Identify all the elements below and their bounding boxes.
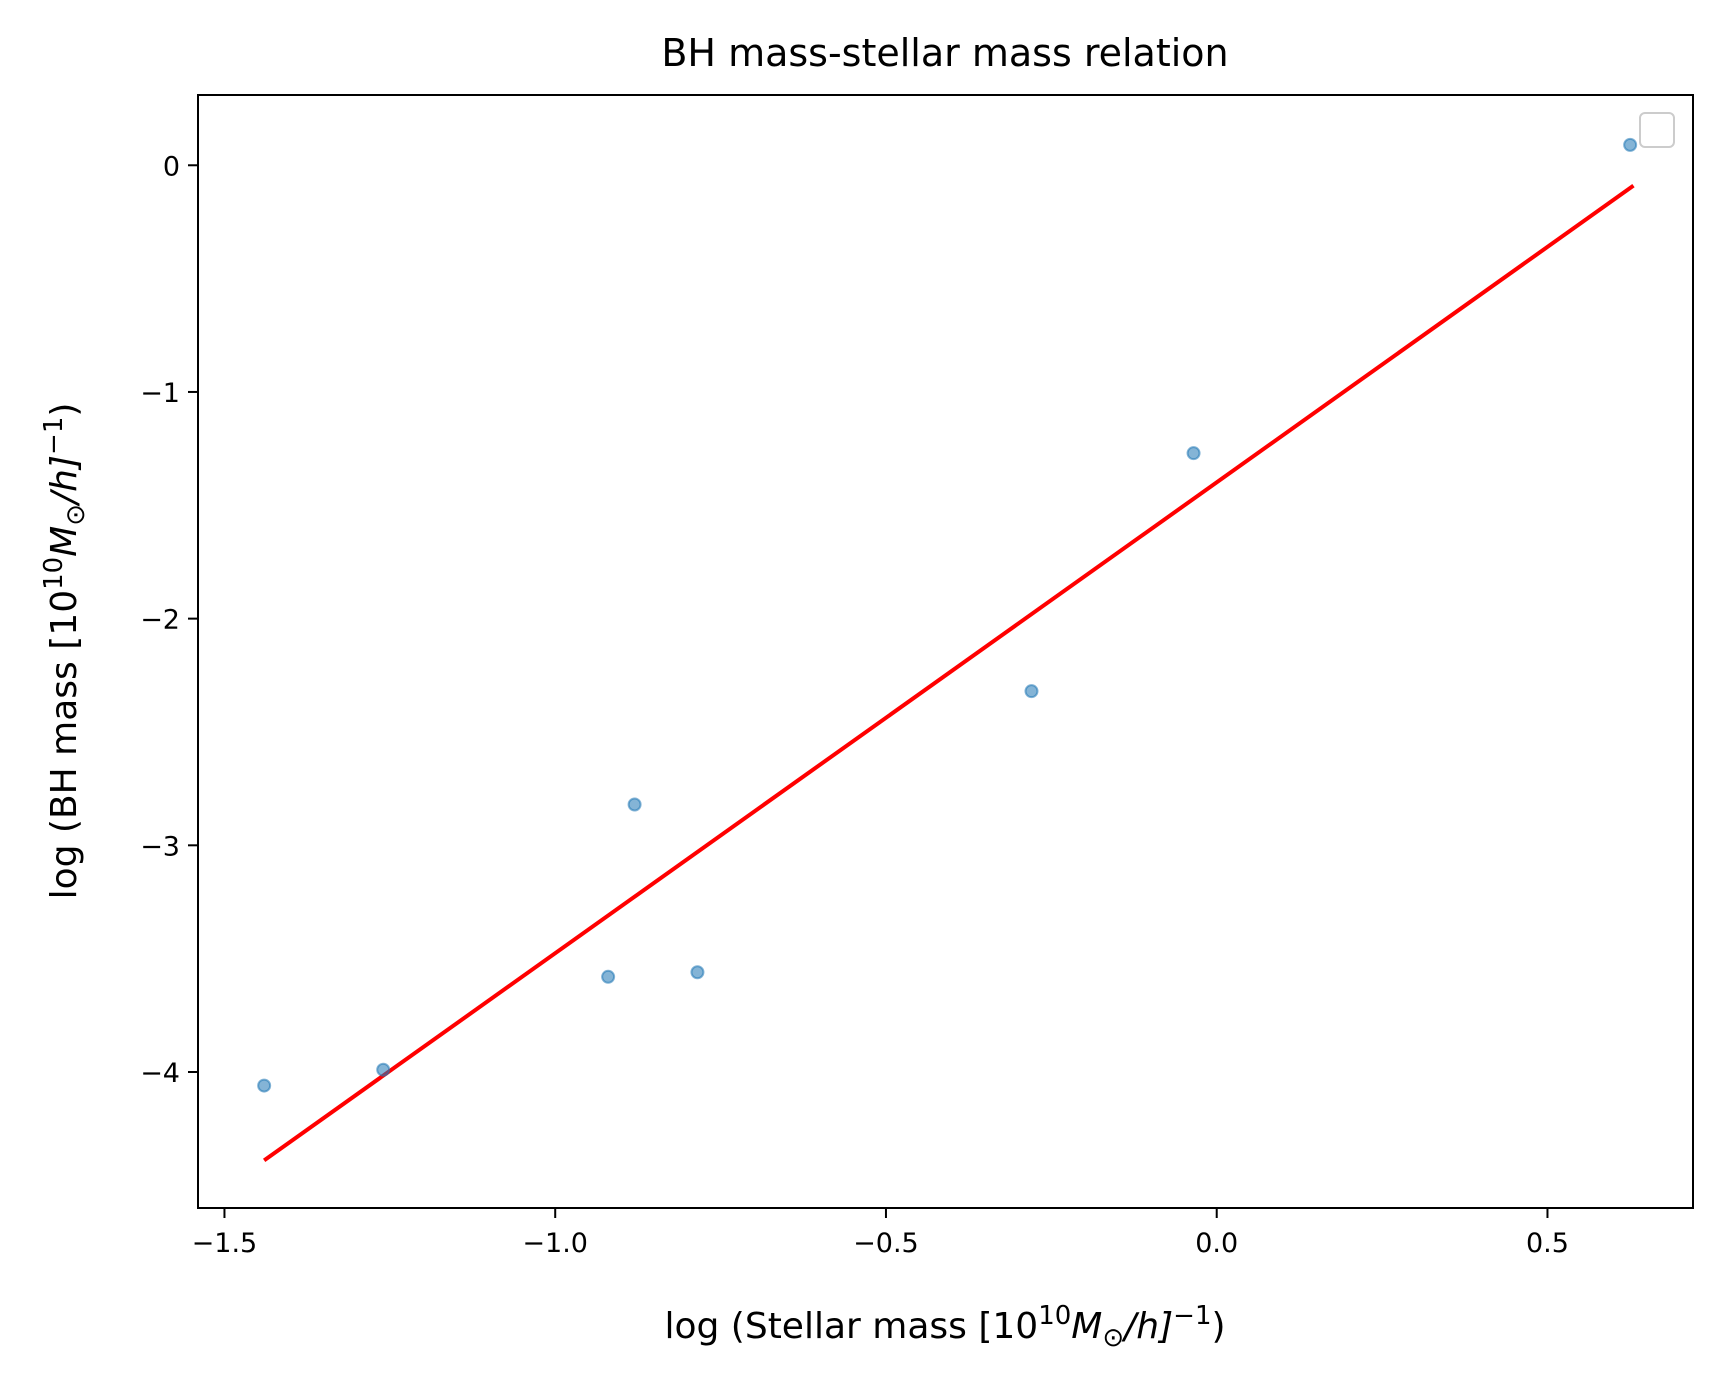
scatter-point	[257, 1078, 272, 1093]
x-axis-label: log (Stellar mass [1010M⊙/h]−1)	[664, 1301, 1225, 1353]
x-tick-label: −0.5	[853, 1228, 919, 1259]
marks	[257, 137, 1638, 1163]
x-tick-label: −1.0	[522, 1228, 588, 1259]
y-tick-label: −2	[140, 605, 180, 636]
plot-frame	[197, 94, 1694, 1209]
scatter-point	[627, 797, 642, 812]
x-axis: −1.5 −1.0 −0.5 0.0 0.5	[192, 1208, 1569, 1259]
scatter-point	[601, 969, 616, 984]
fit-line	[262, 184, 1635, 1163]
y-tick-label: −4	[140, 1058, 180, 1089]
scatter-point	[690, 965, 705, 980]
scatter-point	[1186, 446, 1201, 461]
scatter-point	[1623, 137, 1638, 152]
y-tick-label: −3	[140, 831, 180, 862]
x-tick-label: 0.0	[1195, 1228, 1238, 1259]
y-tick-label: −1	[140, 378, 180, 409]
y-tick-label: 0	[163, 151, 180, 182]
scatter-point	[1024, 684, 1039, 699]
y-axis-label: log (BH mass [1010M⊙/h]−1)	[39, 403, 91, 900]
legend-box	[1639, 112, 1675, 148]
x-tick-label: −1.5	[192, 1228, 258, 1259]
x-tick-label: 0.5	[1526, 1228, 1569, 1259]
scatter-point	[376, 1062, 391, 1077]
y-axis: 0 −1 −2 −3 −4	[140, 151, 198, 1089]
chart-title: BH mass-stellar mass relation	[661, 31, 1228, 75]
